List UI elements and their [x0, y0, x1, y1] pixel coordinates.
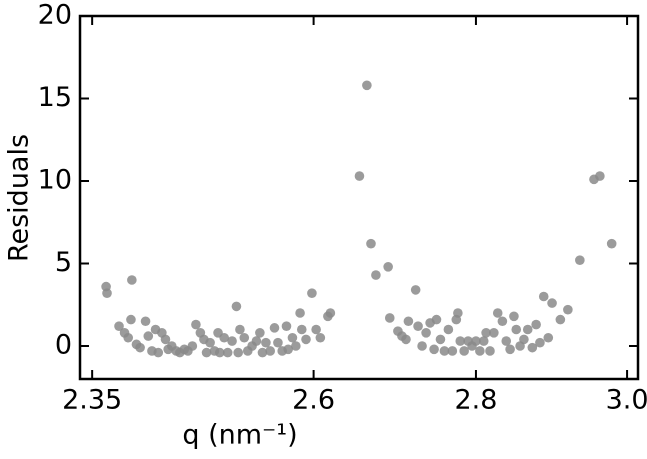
point — [606, 238, 617, 249]
point — [435, 334, 446, 345]
point — [295, 308, 305, 318]
point — [287, 332, 298, 343]
point — [413, 321, 423, 332]
point — [371, 270, 381, 280]
point — [239, 332, 250, 343]
x-axis-label: q (nm⁻¹) — [182, 420, 297, 451]
point — [296, 324, 307, 335]
x-tick-label: 2.8 — [454, 385, 497, 416]
point — [273, 337, 283, 348]
point — [417, 341, 427, 351]
point — [547, 298, 557, 308]
point — [555, 314, 566, 325]
y-tick-label: 5 — [55, 247, 72, 278]
point — [538, 291, 549, 302]
point — [231, 301, 242, 312]
point — [403, 316, 414, 327]
point — [519, 334, 529, 345]
point — [527, 342, 538, 353]
point — [443, 324, 454, 335]
point — [281, 321, 292, 332]
point — [595, 171, 605, 181]
point — [447, 346, 458, 356]
point — [301, 334, 311, 345]
point — [201, 347, 212, 358]
x-tick-label: 2.6 — [292, 385, 335, 416]
y-tick-label: 10 — [38, 165, 72, 196]
point — [261, 337, 271, 348]
point — [143, 331, 154, 341]
point — [478, 336, 489, 346]
point — [311, 324, 321, 335]
point — [492, 308, 503, 318]
point — [283, 344, 293, 355]
point — [227, 336, 237, 346]
point — [505, 344, 515, 355]
point — [265, 346, 276, 356]
point — [453, 308, 463, 318]
plot-frame — [78, 14, 640, 381]
point — [511, 324, 522, 335]
y-tick-label: 20 — [38, 0, 72, 31]
point — [222, 347, 233, 358]
point — [401, 334, 411, 345]
point — [315, 332, 326, 343]
y-tick-label: 15 — [38, 82, 72, 113]
point — [383, 262, 393, 272]
point — [233, 347, 243, 358]
y-tick-label: 0 — [55, 330, 72, 361]
point — [485, 346, 495, 356]
point — [489, 328, 499, 338]
point — [325, 308, 336, 318]
point — [127, 275, 137, 285]
point — [114, 321, 124, 332]
point — [291, 341, 301, 351]
x-tick-label: 3.0 — [606, 385, 647, 416]
point — [535, 337, 545, 348]
point — [140, 316, 151, 327]
point — [187, 341, 198, 351]
point — [475, 346, 485, 356]
point — [429, 344, 439, 355]
point — [522, 324, 533, 335]
point — [126, 314, 136, 325]
point — [421, 328, 431, 338]
point — [251, 336, 262, 346]
point — [575, 255, 585, 265]
point — [307, 288, 317, 299]
point — [531, 319, 541, 330]
point — [471, 336, 481, 346]
y-axis-label: Residuals — [4, 134, 35, 262]
point — [135, 342, 145, 353]
point — [439, 346, 450, 356]
x-tick-label: 2.35 — [62, 385, 122, 416]
point — [269, 323, 280, 333]
point — [509, 311, 519, 322]
point — [354, 171, 365, 181]
point — [153, 347, 164, 358]
point — [501, 336, 512, 346]
point — [563, 304, 573, 315]
point — [255, 328, 265, 338]
point — [366, 238, 376, 249]
point — [362, 80, 372, 91]
point — [219, 332, 229, 343]
point — [123, 332, 134, 343]
point — [497, 316, 508, 327]
point — [384, 313, 395, 323]
point — [102, 288, 112, 299]
point — [431, 314, 442, 325]
point — [459, 346, 469, 356]
point — [205, 337, 215, 348]
point — [410, 285, 421, 295]
point — [160, 334, 171, 345]
point — [543, 332, 554, 343]
point — [235, 324, 245, 335]
point — [214, 347, 225, 358]
point — [455, 336, 466, 346]
point — [481, 328, 491, 338]
point — [191, 319, 201, 330]
point — [257, 347, 268, 358]
